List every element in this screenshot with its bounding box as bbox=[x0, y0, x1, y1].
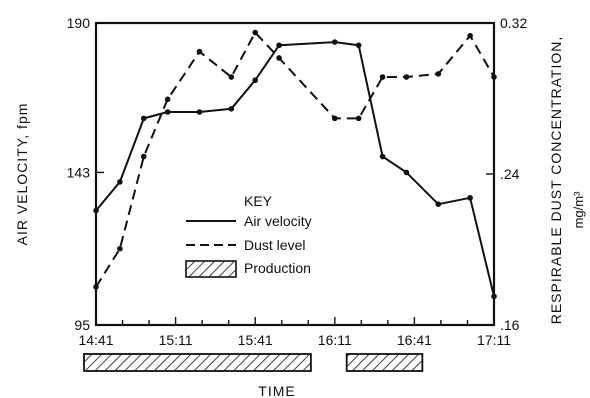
data-point-air-velocity bbox=[140, 115, 147, 122]
legend-label-production: Production bbox=[244, 260, 311, 276]
data-point-air-velocity bbox=[332, 39, 338, 45]
data-point-dust-level bbox=[252, 29, 258, 36]
data-point-dust-level bbox=[140, 153, 147, 160]
y-axis-right-unit: mg/m³ bbox=[571, 191, 586, 229]
data-point-air-velocity bbox=[164, 109, 171, 115]
data-point-dust-level bbox=[196, 48, 203, 55]
data-point-dust-level bbox=[93, 284, 99, 290]
x-tick-label: 15:11 bbox=[159, 332, 193, 348]
x-axis-label: TIME bbox=[258, 383, 295, 398]
data-point-dust-level bbox=[467, 32, 473, 39]
data-point-air-velocity bbox=[93, 207, 99, 214]
plot-frame bbox=[94, 21, 496, 327]
production-bar bbox=[345, 353, 424, 372]
y-right-tick-label: .24 bbox=[500, 166, 520, 182]
data-point-air-velocity bbox=[252, 77, 258, 84]
x-tick-label: 15:41 bbox=[238, 332, 273, 348]
data-point-dust-level bbox=[164, 96, 171, 103]
y-left-tick-label: 95 bbox=[74, 317, 90, 333]
series-line-air-velocity bbox=[95, 41, 495, 297]
data-point-air-velocity bbox=[276, 42, 282, 49]
legend-title: KEY bbox=[244, 193, 273, 209]
data-point-air-velocity bbox=[467, 195, 473, 201]
production-bars bbox=[83, 353, 424, 372]
y-right-tick-label: 0.32 bbox=[500, 15, 527, 31]
data-point-dust-level bbox=[228, 74, 235, 80]
legend-swatch-production bbox=[185, 260, 237, 278]
production-bar bbox=[83, 353, 312, 372]
y-axis-right-label: RESPIRABLE DUST CONCENTRATION, bbox=[548, 36, 564, 325]
y-axis-left-label: AIR VELOCITY, fpm bbox=[14, 103, 30, 246]
data-point-dust-level bbox=[403, 74, 410, 80]
y-left-tick-label: 190 bbox=[67, 15, 91, 31]
y-left-tick-label: 143 bbox=[67, 164, 91, 180]
data-point-air-velocity bbox=[196, 109, 203, 115]
data-point-air-velocity bbox=[491, 293, 497, 300]
x-tick-label: 16:11 bbox=[318, 332, 352, 348]
data-point-air-velocity bbox=[435, 201, 442, 207]
x-tick-label: 17:11 bbox=[477, 332, 511, 348]
x-tick-label: 14:41 bbox=[78, 332, 113, 348]
data-point-dust-level bbox=[276, 55, 282, 61]
legend: KEY Air velocity Dust level Production bbox=[185, 193, 312, 278]
data-point-air-velocity bbox=[403, 169, 410, 176]
data-point-dust-level bbox=[491, 74, 497, 80]
data-point-dust-level bbox=[435, 71, 442, 77]
x-tick-label: 16:41 bbox=[397, 332, 432, 348]
data-point-dust-level bbox=[379, 74, 386, 80]
data-point-dust-level bbox=[117, 245, 123, 252]
data-point-air-velocity bbox=[355, 42, 362, 49]
series-group bbox=[93, 29, 497, 300]
axis-ticks bbox=[95, 22, 495, 326]
x-tick-labels: 14:41 15:11 15:41 16:11 16:41 17:11 bbox=[78, 332, 511, 348]
y-left-tick-labels: 190 143 95 bbox=[67, 15, 91, 333]
legend-label-dust-level: Dust level bbox=[244, 237, 305, 253]
data-point-air-velocity bbox=[379, 153, 386, 160]
data-point-air-velocity bbox=[228, 106, 235, 112]
y-right-tick-label: .16 bbox=[500, 317, 520, 333]
data-point-air-velocity bbox=[117, 179, 123, 185]
data-point-dust-level bbox=[332, 115, 338, 122]
legend-label-air-velocity: Air velocity bbox=[244, 213, 312, 229]
y-right-tick-labels: 0.32 .24 .16 bbox=[500, 15, 527, 333]
data-point-dust-level bbox=[355, 115, 362, 122]
